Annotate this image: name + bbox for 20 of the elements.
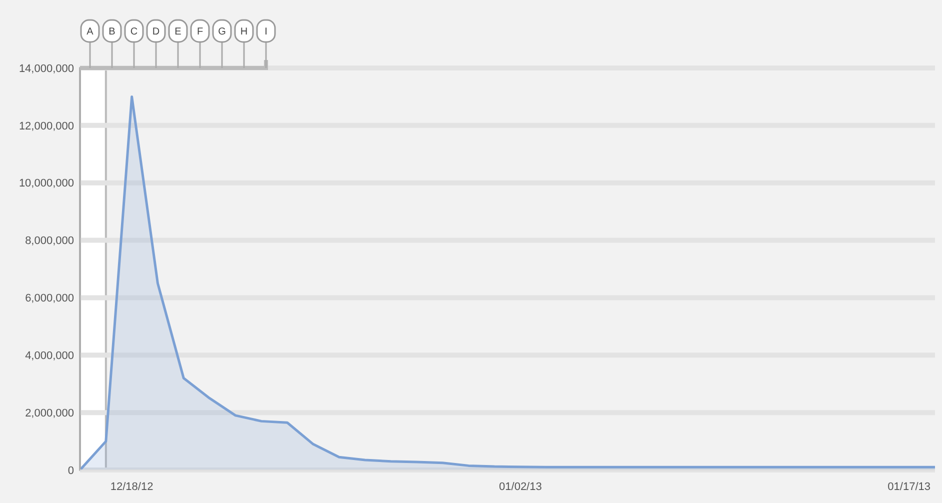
text: I [264,26,268,38]
text: F [196,26,204,38]
y-tick-label: 4,000,000 [25,350,74,362]
y-tick-label: 8,000,000 [25,235,74,248]
text: C [130,26,138,38]
text: A [86,26,94,38]
x-tick-label: 01/02/13 [499,481,542,493]
text: E [174,26,182,38]
y-tick-label: 6,000,000 [25,292,74,305]
y-tick-label: 2,000,000 [25,407,74,420]
text: D [152,26,160,38]
text: B [108,26,116,38]
text: G [218,26,226,38]
y-tick-label: 10,000,000 [18,178,74,190]
y-tick-label: 14,000,000 [18,62,74,75]
x-tick-label: 12/18/12 [110,481,154,493]
x-tick-label: 01/17/13 [888,481,931,493]
y-tick-label: 12,000,000 [18,120,74,132]
y-tick-label: 0 [68,464,74,477]
text: H [240,26,248,38]
